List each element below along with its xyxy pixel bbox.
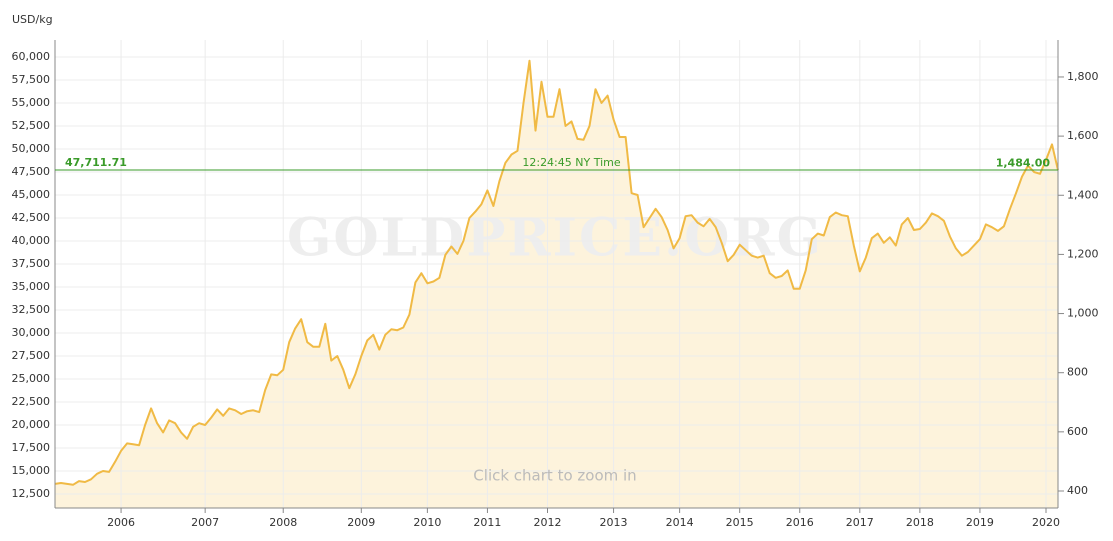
current-price-label: 47,711.71 <box>65 156 127 169</box>
y-tick-label: 45,000 <box>12 188 51 201</box>
y2-tick-label: 1,600 <box>1067 129 1099 142</box>
y-tick-label: 15,000 <box>12 464 51 477</box>
line <box>54 59 1059 486</box>
x-tick-label: 2014 <box>666 516 694 529</box>
x-tick-label: 2007 <box>191 516 219 529</box>
y-tick-label: 30,000 <box>12 326 51 339</box>
y-tick-label: 55,000 <box>12 96 51 109</box>
y-axis-label: USD/kg <box>12 13 53 26</box>
y-tick-label: 25,000 <box>12 372 51 385</box>
current-price-y2-label: 1,484.00 <box>996 156 1051 169</box>
y-tick-label: 50,000 <box>12 142 51 155</box>
area <box>55 60 1058 508</box>
y-tick-label: 40,000 <box>12 234 51 247</box>
y-tick-label: 17,500 <box>12 441 51 454</box>
y-tick-label: 32,500 <box>12 303 51 316</box>
y2-tick-label: 400 <box>1067 484 1088 497</box>
y-tick-label: 12,500 <box>12 487 51 500</box>
y2-tick-label: 600 <box>1067 425 1088 438</box>
y-tick-label: 37,500 <box>12 257 51 270</box>
y-tick-label: 47,500 <box>12 165 51 178</box>
x-tick-label: 2017 <box>846 516 874 529</box>
x-tick-label: 2015 <box>726 516 754 529</box>
y2-tick-label: 1,800 <box>1067 70 1099 83</box>
y2-tick-label: 1,200 <box>1067 247 1099 260</box>
x-tick-label: 2018 <box>906 516 934 529</box>
y2-tick-label: 1,000 <box>1067 307 1099 320</box>
y-tick-label: 22,500 <box>12 395 51 408</box>
x-tick-label: 2006 <box>107 516 135 529</box>
y-tick-label: 42,500 <box>12 211 51 224</box>
x-tick-label: 2009 <box>347 516 375 529</box>
y2-tick-label: 1,400 <box>1067 188 1099 201</box>
x-tick-label: 2016 <box>786 516 814 529</box>
x-tick-label: 2013 <box>600 516 628 529</box>
y-tick-label: 20,000 <box>12 418 51 431</box>
x-tick-label: 2012 <box>533 516 561 529</box>
y2-tick-label: 800 <box>1067 366 1088 379</box>
y-tick-label: 60,000 <box>12 50 51 63</box>
x-tick-label: 2011 <box>473 516 501 529</box>
zoom-hint: Click chart to zoom in <box>473 467 636 485</box>
time-label: 12:24:45 NY Time <box>522 156 620 169</box>
x-tick-label: 2010 <box>413 516 441 529</box>
x-tick-label: 2019 <box>966 516 994 529</box>
x-tick-label: 2020 <box>1032 516 1060 529</box>
y-tick-label: 27,500 <box>12 349 51 362</box>
watermark: GOLDPRICE.ORG <box>287 208 823 269</box>
y-tick-label: 35,000 <box>12 280 51 293</box>
y-tick-label: 52,500 <box>12 119 51 132</box>
y-tick-label: 57,500 <box>12 73 51 86</box>
x-tick-label: 2008 <box>269 516 297 529</box>
